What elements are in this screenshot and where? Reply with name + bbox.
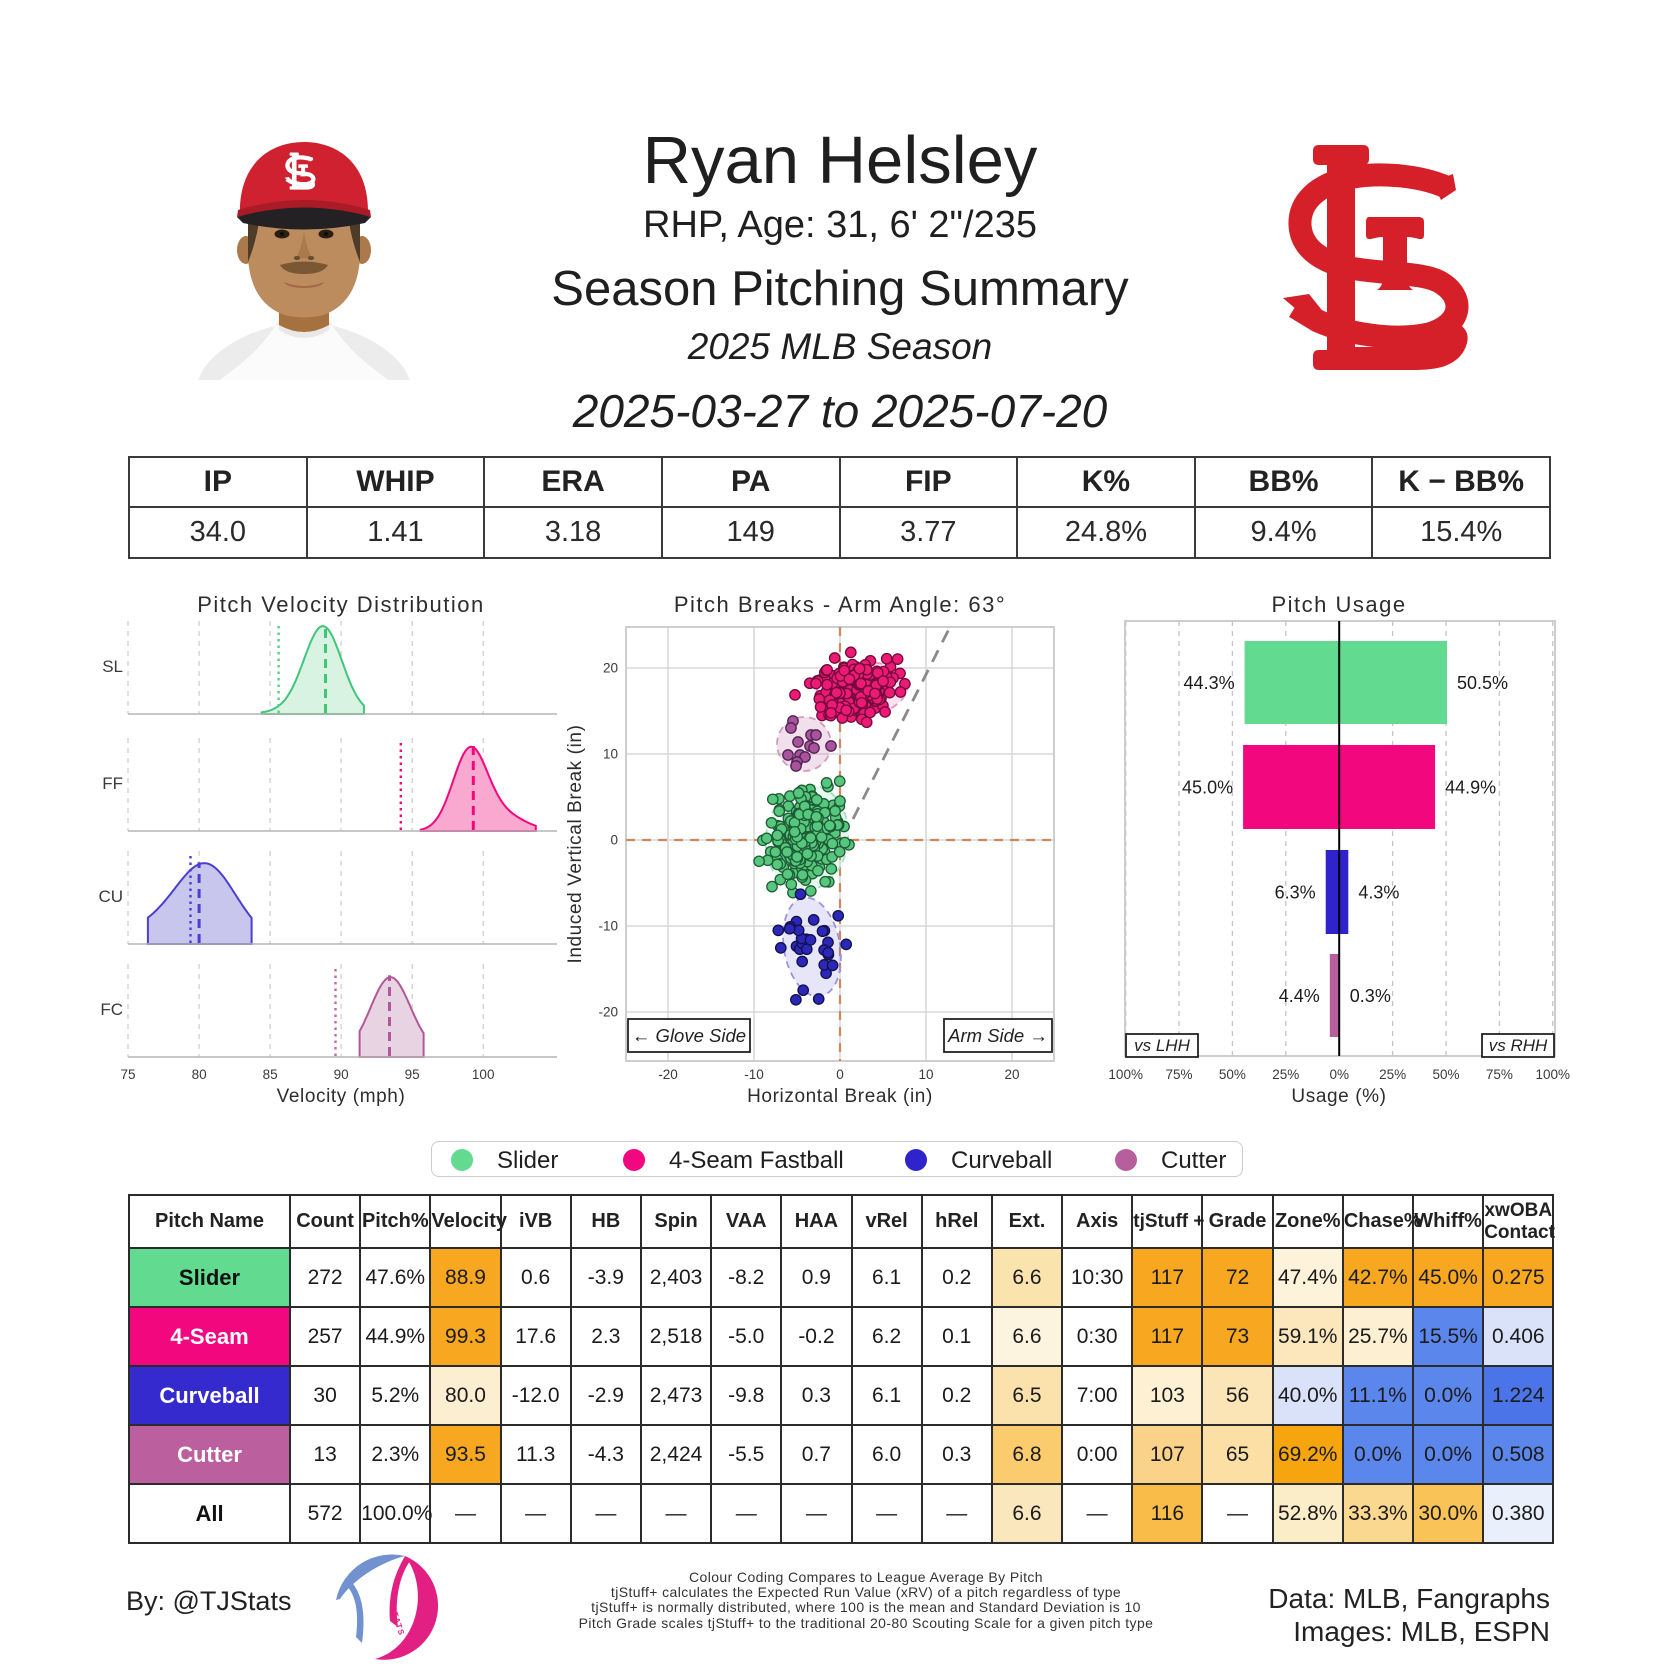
svg-text:10: 10 [918, 1067, 933, 1082]
svg-text:45.0%: 45.0% [1182, 778, 1233, 798]
svg-text:Pitch Breaks - Arm Angle: 63°: Pitch Breaks - Arm Angle: 63° [674, 592, 1006, 617]
svg-text:Induced Vertical Break (in): Induced Vertical Break (in) [565, 724, 586, 963]
svg-text:-20: -20 [658, 1067, 678, 1082]
svg-text:75%: 75% [1486, 1067, 1513, 1082]
svg-text:10: 10 [603, 747, 618, 762]
svg-text:Velocity (mph): Velocity (mph) [277, 1086, 406, 1107]
svg-text:44.9%: 44.9% [1445, 778, 1496, 798]
svg-text:75%: 75% [1165, 1067, 1192, 1082]
svg-text:-10: -10 [744, 1067, 764, 1082]
svg-text:CU: CU [98, 887, 123, 906]
svg-text:Arm Side →: Arm Side → [947, 1025, 1048, 1046]
svg-text:Horizontal Break (in): Horizontal Break (in) [747, 1086, 933, 1107]
svg-text:Pitch Velocity Distribution: Pitch Velocity Distribution [197, 592, 485, 617]
svg-text:20: 20 [1004, 1067, 1019, 1082]
svg-text:75: 75 [120, 1067, 135, 1082]
svg-text:FC: FC [100, 1000, 123, 1019]
svg-text:90: 90 [334, 1067, 349, 1082]
svg-text:Curveball: Curveball [951, 1147, 1052, 1174]
svg-text:25%: 25% [1379, 1067, 1406, 1082]
svg-text:FF: FF [102, 774, 123, 793]
svg-text:Slider: Slider [497, 1147, 558, 1174]
svg-text:vs LHH: vs LHH [1134, 1036, 1190, 1055]
svg-text:← Glove Side: ← Glove Side [632, 1025, 746, 1046]
svg-text:6.3%: 6.3% [1275, 883, 1316, 903]
svg-text:25%: 25% [1272, 1067, 1299, 1082]
svg-text:0: 0 [610, 833, 618, 848]
svg-text:0: 0 [836, 1067, 844, 1082]
svg-text:Pitch Usage: Pitch Usage [1271, 592, 1406, 617]
svg-text:95: 95 [405, 1067, 420, 1082]
svg-text:-10: -10 [598, 919, 618, 934]
svg-text:50%: 50% [1219, 1067, 1246, 1082]
svg-text:100%: 100% [1536, 1067, 1571, 1082]
svg-text:4.4%: 4.4% [1279, 986, 1320, 1006]
svg-text:100%: 100% [1108, 1067, 1143, 1082]
svg-text:44.3%: 44.3% [1184, 673, 1235, 693]
svg-text:0%: 0% [1329, 1067, 1349, 1082]
svg-text:4.3%: 4.3% [1358, 883, 1399, 903]
svg-text:50.5%: 50.5% [1457, 673, 1508, 693]
svg-text:vs RHH: vs RHH [1489, 1036, 1548, 1055]
svg-text:0.3%: 0.3% [1350, 986, 1391, 1006]
svg-text:50%: 50% [1432, 1067, 1459, 1082]
svg-text:80: 80 [192, 1067, 207, 1082]
svg-text:4-Seam Fastball: 4-Seam Fastball [669, 1147, 844, 1174]
svg-text:20: 20 [603, 661, 618, 676]
svg-text:100: 100 [472, 1067, 495, 1082]
svg-text:SL: SL [102, 657, 123, 676]
svg-text:85: 85 [263, 1067, 278, 1082]
svg-text:Usage (%): Usage (%) [1291, 1086, 1386, 1107]
svg-text:Cutter: Cutter [1161, 1147, 1226, 1174]
svg-text:-20: -20 [598, 1005, 618, 1020]
